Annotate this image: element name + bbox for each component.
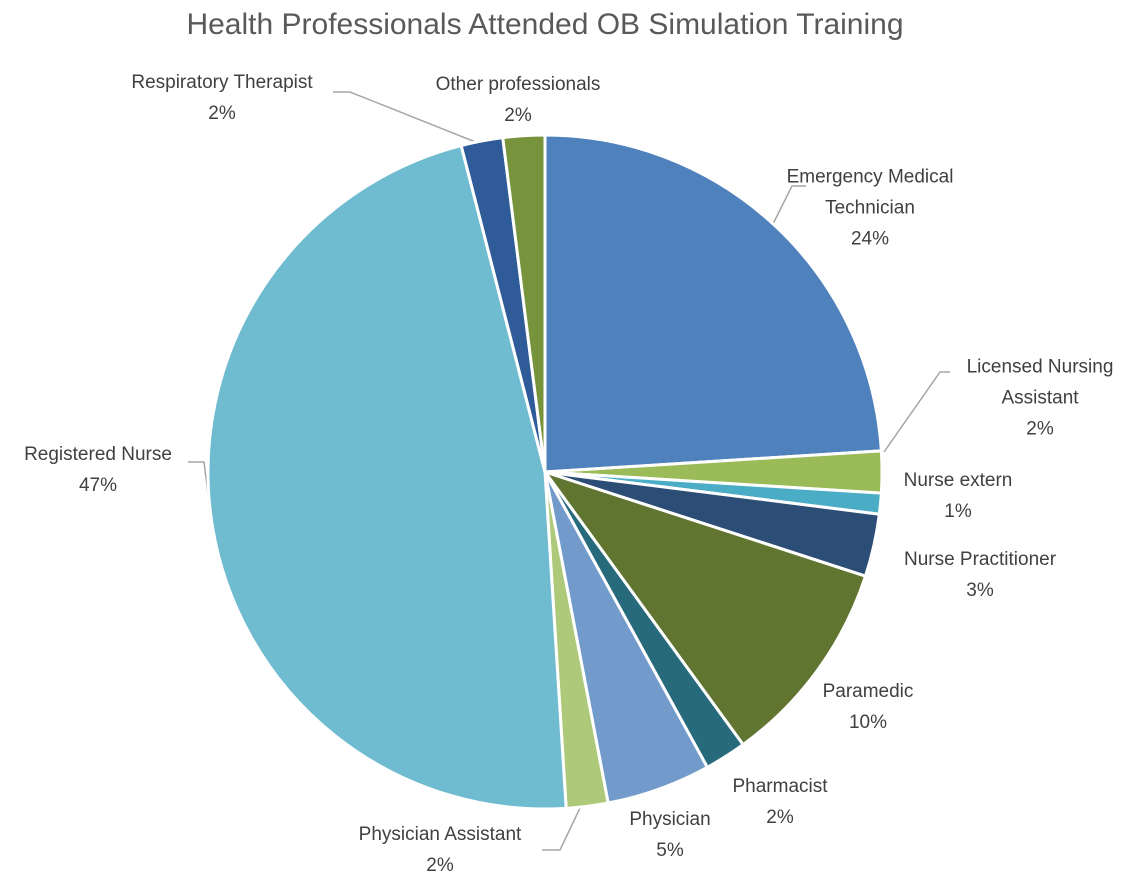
- data-label: Physician Assistant 2%: [335, 819, 545, 881]
- value-label: 2%: [208, 103, 236, 124]
- category-label: Emergency Medical Technician: [786, 166, 954, 219]
- category-label: Pharmacist: [732, 776, 828, 797]
- category-label: Licensed Nursing Assistant: [966, 356, 1114, 409]
- category-label: Physician Assistant: [358, 824, 522, 845]
- data-label: Physician 5%: [600, 804, 740, 866]
- leader-line: [772, 185, 806, 225]
- value-label: 24%: [850, 228, 890, 250]
- leader-line: [333, 91, 479, 144]
- leader-lines: [188, 91, 950, 851]
- data-label: Respiratory Therapist 2%: [102, 67, 342, 129]
- category-label: Paramedic: [822, 681, 914, 702]
- pie-slice: [541, 469, 868, 747]
- value-label: 5%: [656, 840, 684, 861]
- pie-slice: [206, 143, 568, 811]
- value-label: 1%: [944, 501, 972, 522]
- category-label: Registered Nurse: [24, 444, 172, 465]
- chart-title: Health Professionals Attended OB Simulat…: [186, 8, 904, 41]
- value-label: 2%: [1026, 418, 1054, 440]
- data-label: Paramedic 10%: [798, 676, 938, 738]
- pie-slice: [501, 133, 547, 473]
- value-label: 3%: [966, 580, 994, 601]
- data-label: Nurse Practitioner 3%: [880, 544, 1080, 606]
- category-label: Nurse extern: [903, 470, 1013, 491]
- category-label: Physician: [629, 809, 711, 830]
- category-label: Respiratory Therapist: [131, 72, 313, 93]
- category-label: Other professionals: [435, 74, 601, 95]
- value-label: 47%: [78, 475, 118, 496]
- leader-line: [883, 371, 950, 453]
- category-label: Nurse Practitioner: [903, 549, 1057, 570]
- data-label: Registered Nurse 47%: [3, 439, 193, 501]
- value-label: 2%: [426, 855, 454, 876]
- value-label: 10%: [848, 712, 888, 733]
- data-label: Licensed Nursing Assistant 2%: [950, 352, 1130, 445]
- value-label: 2%: [766, 807, 794, 828]
- data-label: Other professionals 2%: [408, 69, 628, 131]
- data-label: Emergency Medical Technician 24%: [775, 162, 965, 255]
- pie-slice: [543, 133, 883, 474]
- data-label: Nurse extern 1%: [878, 465, 1038, 527]
- data-label: Pharmacist 2%: [705, 771, 855, 833]
- leader-line: [542, 807, 581, 851]
- value-label: 2%: [504, 105, 532, 126]
